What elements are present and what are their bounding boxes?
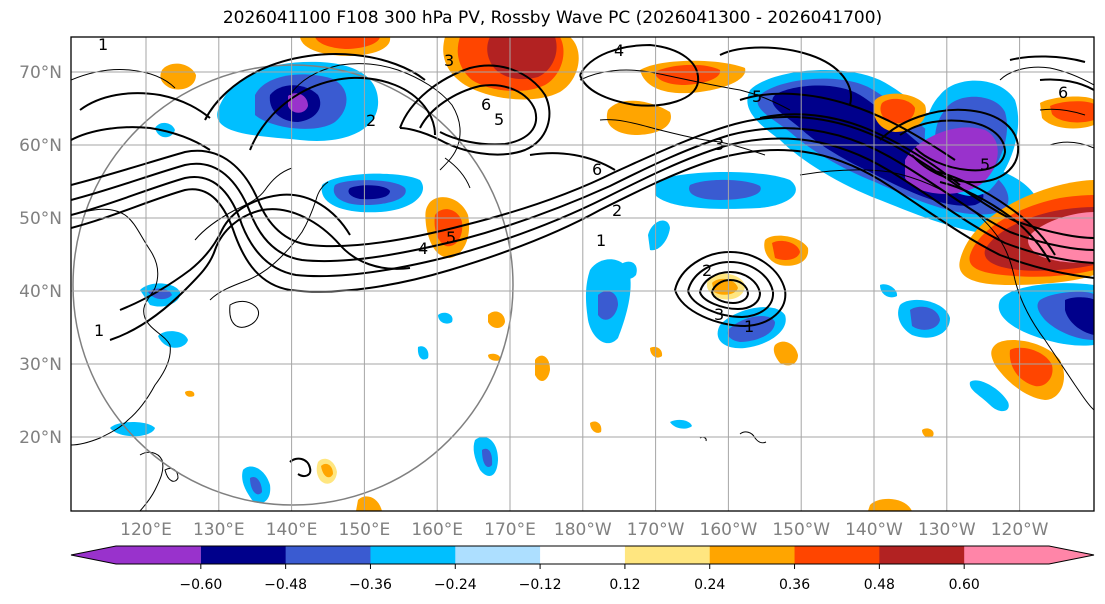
- longitude-label: 160°W: [700, 520, 758, 540]
- contour-label: 4: [418, 239, 428, 258]
- latitude-label: 50°N: [19, 209, 62, 229]
- colorbar-tick-label: −0.24: [434, 577, 477, 593]
- longitude-label: 160°E: [411, 520, 463, 540]
- colorbar-tick-label: −0.60: [179, 577, 222, 593]
- map-title: 2026041100 F108 300 hPa PV, Rossby Wave …: [222, 8, 883, 28]
- longitude-label: 140°W: [845, 520, 903, 540]
- longitude-label: 130°E: [193, 520, 245, 540]
- colorbar-tick-label: 0.48: [864, 577, 895, 593]
- latitude-label: 40°N: [19, 282, 62, 302]
- colorbar-segment: [285, 546, 371, 564]
- longitude-label: 120°E: [120, 520, 172, 540]
- longitude-label: 150°E: [339, 520, 391, 540]
- colorbar-tick-label: −0.36: [349, 577, 392, 593]
- contour-label: 2: [612, 201, 622, 220]
- plot-frame: [70, 36, 1095, 512]
- contour-label: 6: [481, 95, 491, 114]
- contour-label: 1: [744, 317, 754, 336]
- colorbar-tick-label: −0.12: [519, 577, 562, 593]
- region-circle: [72, 64, 514, 506]
- contour-label: 3: [444, 51, 454, 70]
- colorbar-segment: [71, 546, 201, 564]
- contour-label: 1: [596, 231, 606, 250]
- latitude-label: 20°N: [19, 428, 62, 448]
- latitude-label: 60°N: [19, 136, 62, 156]
- contour-label: 2: [702, 261, 712, 280]
- colorbar: −0.60 −0.48 −0.36 −0.24 −0.12 0.12 0.24 0.36 0.4…: [70, 545, 1095, 593]
- colorbar-segment: [370, 546, 456, 564]
- contour-label: 5: [752, 87, 762, 106]
- longitude-label: 130°W: [918, 520, 976, 540]
- gridlines: [71, 37, 1094, 511]
- longitude-label: 150°W: [772, 520, 830, 540]
- longitude-label: 170°E: [484, 520, 536, 540]
- contour-label: 3: [714, 305, 724, 324]
- colorbar-segment: [540, 546, 626, 564]
- latitude-labels: 70°N 60°N 50°N 40°N 30°N 20°N: [19, 63, 62, 448]
- contour-label: 5: [980, 155, 990, 174]
- colorbar-segment: [879, 546, 965, 564]
- colorbar-outline: [70, 545, 1095, 565]
- contour-label: 6: [592, 160, 602, 179]
- contour-label: 5: [494, 110, 504, 129]
- contour-label: 5: [446, 228, 456, 247]
- colorbar-tick-label: −0.48: [264, 577, 307, 593]
- contour-label: 1: [94, 321, 104, 340]
- colorbar-tick-label: 0.36: [779, 577, 810, 593]
- contour-label: 4: [614, 41, 624, 60]
- negative-anomaly-japan-east: [321, 173, 424, 213]
- latitude-label: 30°N: [19, 355, 62, 375]
- colorbar-segment: [455, 546, 541, 564]
- colorbar-segment: [794, 546, 880, 564]
- longitude-labels: 120°E 130°E 140°E 150°E 160°E 170°E 180°W 170°W…: [120, 520, 1049, 540]
- contour-label: 1: [98, 35, 108, 54]
- negative-anomaly-gulf-alaska: [747, 69, 1041, 235]
- latitude-label: 70°N: [19, 63, 62, 83]
- negative-anomaly-central-pacific: [473, 171, 796, 476]
- colorbar-tick-label: 0.12: [609, 577, 640, 593]
- contour-label: 6: [1058, 83, 1068, 102]
- colorbar-segment: [200, 546, 287, 564]
- contour-label-layer: 1 3 4 2 5 6 5 3 6 2 1 5 4 2 3 1 5 1 6: [94, 35, 1068, 340]
- pv-anomaly-fill-layer: [110, 37, 1094, 511]
- longitude-label: 140°E: [266, 520, 318, 540]
- colorbar-segment: [964, 546, 1094, 564]
- longitude-label: 180°W: [554, 520, 612, 540]
- pv-contours: [71, 43, 1094, 477]
- negative-anomaly-east-pacific: [880, 283, 1094, 412]
- colorbar-segment: [624, 546, 711, 564]
- contour-label: 2: [366, 111, 376, 130]
- colorbar-segment: [709, 546, 796, 564]
- longitude-label: 170°W: [627, 520, 685, 540]
- colorbar-tick-label: 0.60: [949, 577, 980, 593]
- longitude-label: 120°W: [991, 520, 1049, 540]
- colorbar-tick-label: 0.24: [694, 577, 725, 593]
